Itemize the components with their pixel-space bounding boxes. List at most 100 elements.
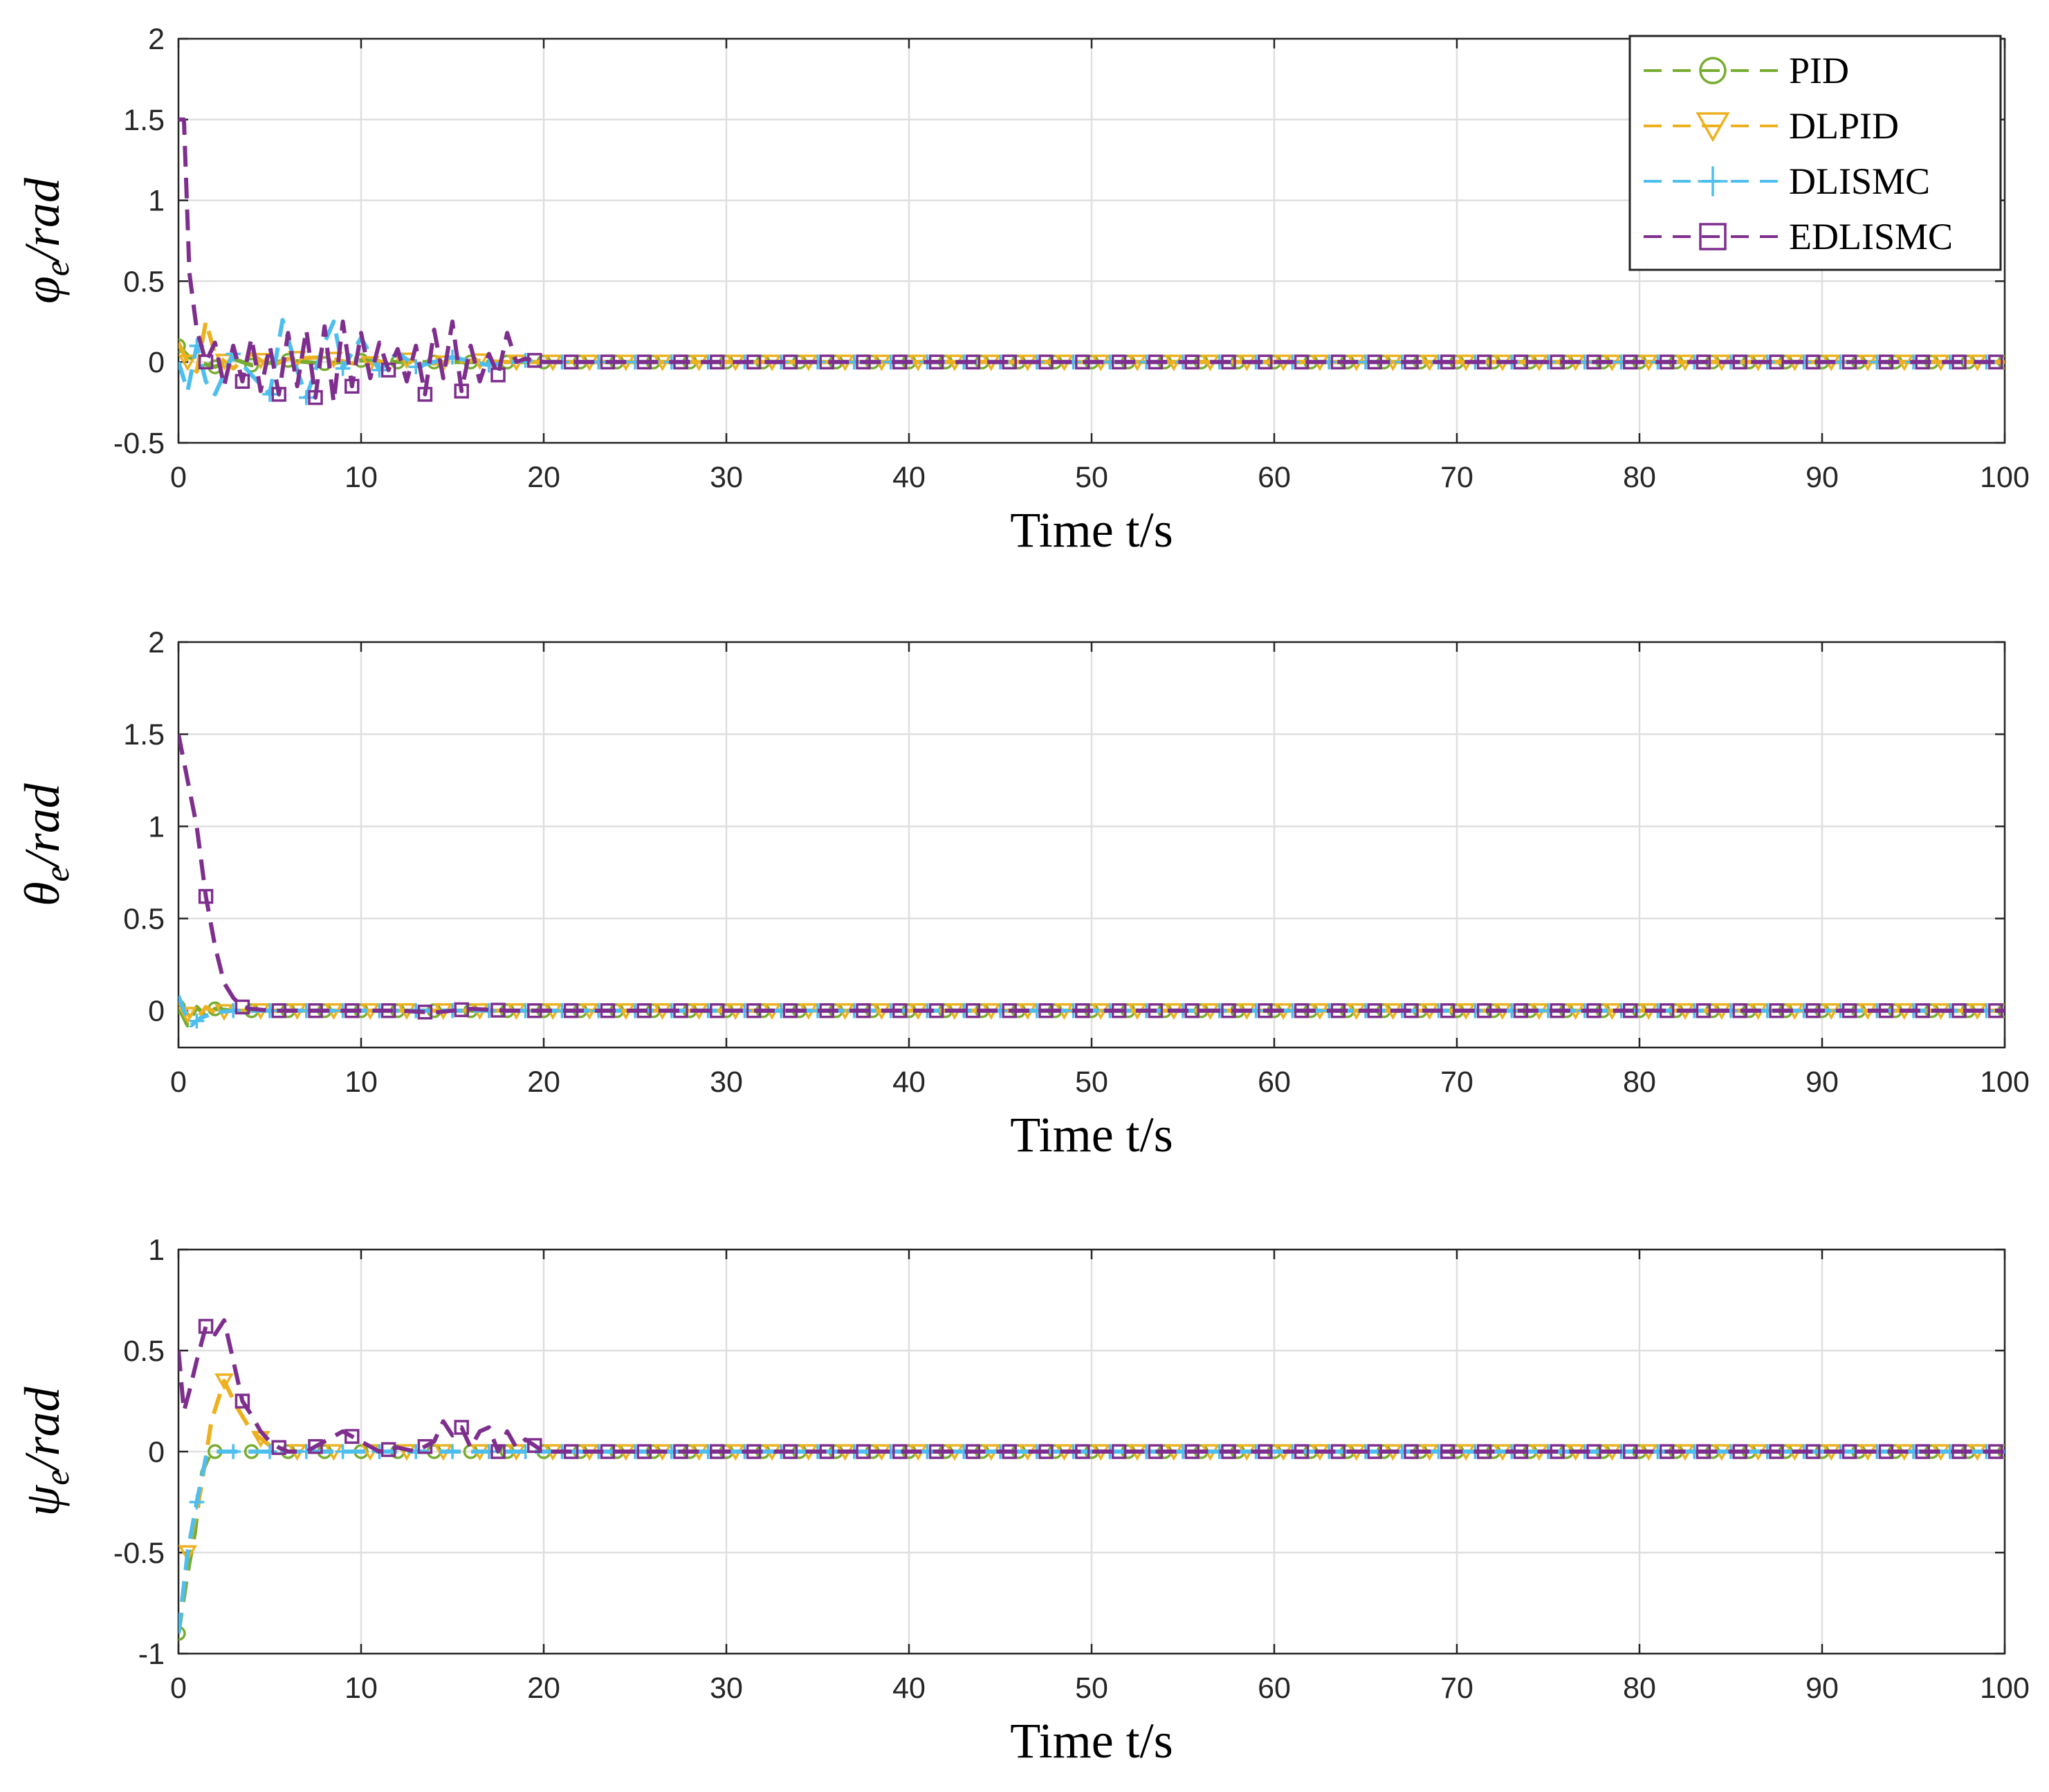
data-point-edlismc	[490, 1003, 506, 1018]
x-tick-label: 100	[1980, 1066, 2030, 1099]
data-point-edlismc	[1623, 1444, 1638, 1459]
data-point-dlismc	[226, 1444, 241, 1459]
x-tick-label: 60	[1258, 1672, 1291, 1705]
data-point-edlismc	[1184, 1444, 1200, 1459]
data-point-edlismc	[417, 1438, 433, 1454]
series-line-edlismc	[178, 733, 2005, 1015]
data-point-edlismc	[1805, 1003, 1821, 1018]
data-point-edlismc	[1002, 1444, 1017, 1459]
data-point-edlismc	[1367, 1444, 1382, 1459]
data-point-edlismc	[417, 1004, 433, 1020]
data-point-edlismc	[1075, 1444, 1090, 1459]
data-point-dlismc	[299, 390, 314, 405]
data-point-edlismc	[1878, 1444, 1894, 1459]
legend-item-dlismc: DLISMC	[1644, 161, 1930, 202]
data-point-edlismc	[1623, 1003, 1638, 1018]
data-point-edlismc	[1111, 1444, 1127, 1459]
data-point-edlismc	[1221, 1444, 1236, 1459]
data-point-edlismc	[892, 1444, 908, 1459]
data-point-edlismc	[1769, 354, 1784, 369]
y-tick-label: 0	[148, 346, 165, 379]
data-point-edlismc	[1550, 1444, 1565, 1459]
series-line-edlismc	[178, 117, 2005, 405]
data-point-edlismc	[600, 1444, 616, 1459]
data-point-edlismc	[1476, 1444, 1492, 1459]
data-point-pid	[178, 1626, 186, 1641]
series-edlismc	[178, 1318, 2005, 1459]
x-tick-label: 100	[1980, 461, 2030, 494]
legend-marker	[1699, 57, 1727, 84]
data-point-edlismc	[1951, 1003, 1967, 1018]
data-point-edlismc	[1805, 354, 1821, 369]
data-point-edlismc	[235, 374, 250, 389]
legend-item-edlismc: EDLISMC	[1644, 216, 1953, 257]
data-point-edlismc	[1184, 354, 1200, 369]
data-point-edlismc	[1841, 1003, 1857, 1018]
data-point-dlismc	[262, 1444, 277, 1459]
data-point-edlismc	[344, 1429, 360, 1444]
x-tick-label: 20	[527, 1672, 560, 1705]
data-point-edlismc	[928, 1003, 944, 1018]
data-point-edlismc	[1550, 354, 1565, 369]
x-tick-label: 40	[892, 461, 926, 494]
legend-marker	[1696, 112, 1730, 143]
x-tick-label: 20	[527, 461, 560, 494]
x-axis-label: Time t/s	[1010, 502, 1173, 558]
data-point-edlismc	[271, 387, 286, 402]
data-point-edlismc	[819, 1444, 834, 1459]
data-point-edlismc	[1002, 354, 1017, 369]
data-point-edlismc	[600, 354, 616, 369]
data-point-dlismc	[262, 387, 277, 402]
data-point-edlismc	[965, 1444, 981, 1459]
data-point-edlismc	[673, 1444, 688, 1459]
data-point-edlismc	[1367, 1003, 1382, 1018]
data-point-edlismc	[856, 1003, 871, 1018]
data-point-edlismc	[1002, 1003, 1017, 1018]
data-point-edlismc	[490, 1444, 506, 1459]
data-point-edlismc	[1330, 1444, 1346, 1459]
data-point-dlismc	[445, 1444, 460, 1459]
data-point-edlismc	[1476, 354, 1492, 369]
y-tick-label: -0.5	[113, 1537, 165, 1570]
x-tick-label: 0	[170, 461, 187, 494]
data-point-edlismc	[1038, 1444, 1054, 1459]
data-point-edlismc	[1258, 1003, 1273, 1018]
data-point-edlismc	[344, 1003, 360, 1018]
data-point-edlismc	[308, 1438, 323, 1454]
series-line-dlpid	[178, 319, 2005, 374]
legend-label: DLISMC	[1789, 161, 1930, 202]
data-point-edlismc	[1476, 1003, 1492, 1018]
data-point-edlismc	[1988, 1003, 2003, 1018]
y-axis-symbol: φ	[15, 276, 70, 304]
y-axis-label: ψe/rad	[15, 1387, 76, 1517]
data-point-edlismc	[673, 1003, 688, 1018]
y-axis-symbol: ψ	[15, 1484, 70, 1516]
panel-2: 0 10 20 30 40 50 60 70 80 90 100 0 0.5 1 1.5 2 Time t/s θ…	[15, 626, 2030, 1162]
data-point-edlismc	[1841, 354, 1857, 369]
data-point-edlismc	[1915, 1003, 1930, 1018]
legend-item-dlpid: DLPID	[1644, 105, 1899, 147]
data-point-edlismc	[308, 1003, 323, 1018]
data-point-edlismc	[198, 354, 214, 369]
data-point-edlismc	[782, 1444, 798, 1459]
data-point-edlismc	[819, 354, 834, 369]
y-tick-label: 2	[148, 23, 165, 56]
data-point-dlismc	[189, 1494, 205, 1510]
data-point-edlismc	[1330, 354, 1346, 369]
legend-marker	[1699, 223, 1727, 250]
x-tick-label: 10	[344, 1066, 378, 1099]
data-point-edlismc	[1878, 354, 1894, 369]
series-edlismc	[178, 733, 2005, 1020]
data-point-edlismc	[1696, 1003, 1711, 1018]
data-point-edlismc	[563, 354, 579, 369]
legend-label: PID	[1789, 50, 1849, 91]
data-point-edlismc	[1513, 1444, 1529, 1459]
data-point-edlismc	[1769, 1444, 1784, 1459]
data-point-edlismc	[1294, 1444, 1310, 1459]
y-axis-subscript: e	[37, 1470, 76, 1485]
data-point-edlismc	[1221, 1003, 1236, 1018]
data-point-edlismc	[380, 363, 396, 378]
data-point-edlismc	[1330, 1003, 1346, 1018]
data-point-edlismc	[1258, 1444, 1273, 1459]
data-point-edlismc	[1440, 1003, 1455, 1018]
